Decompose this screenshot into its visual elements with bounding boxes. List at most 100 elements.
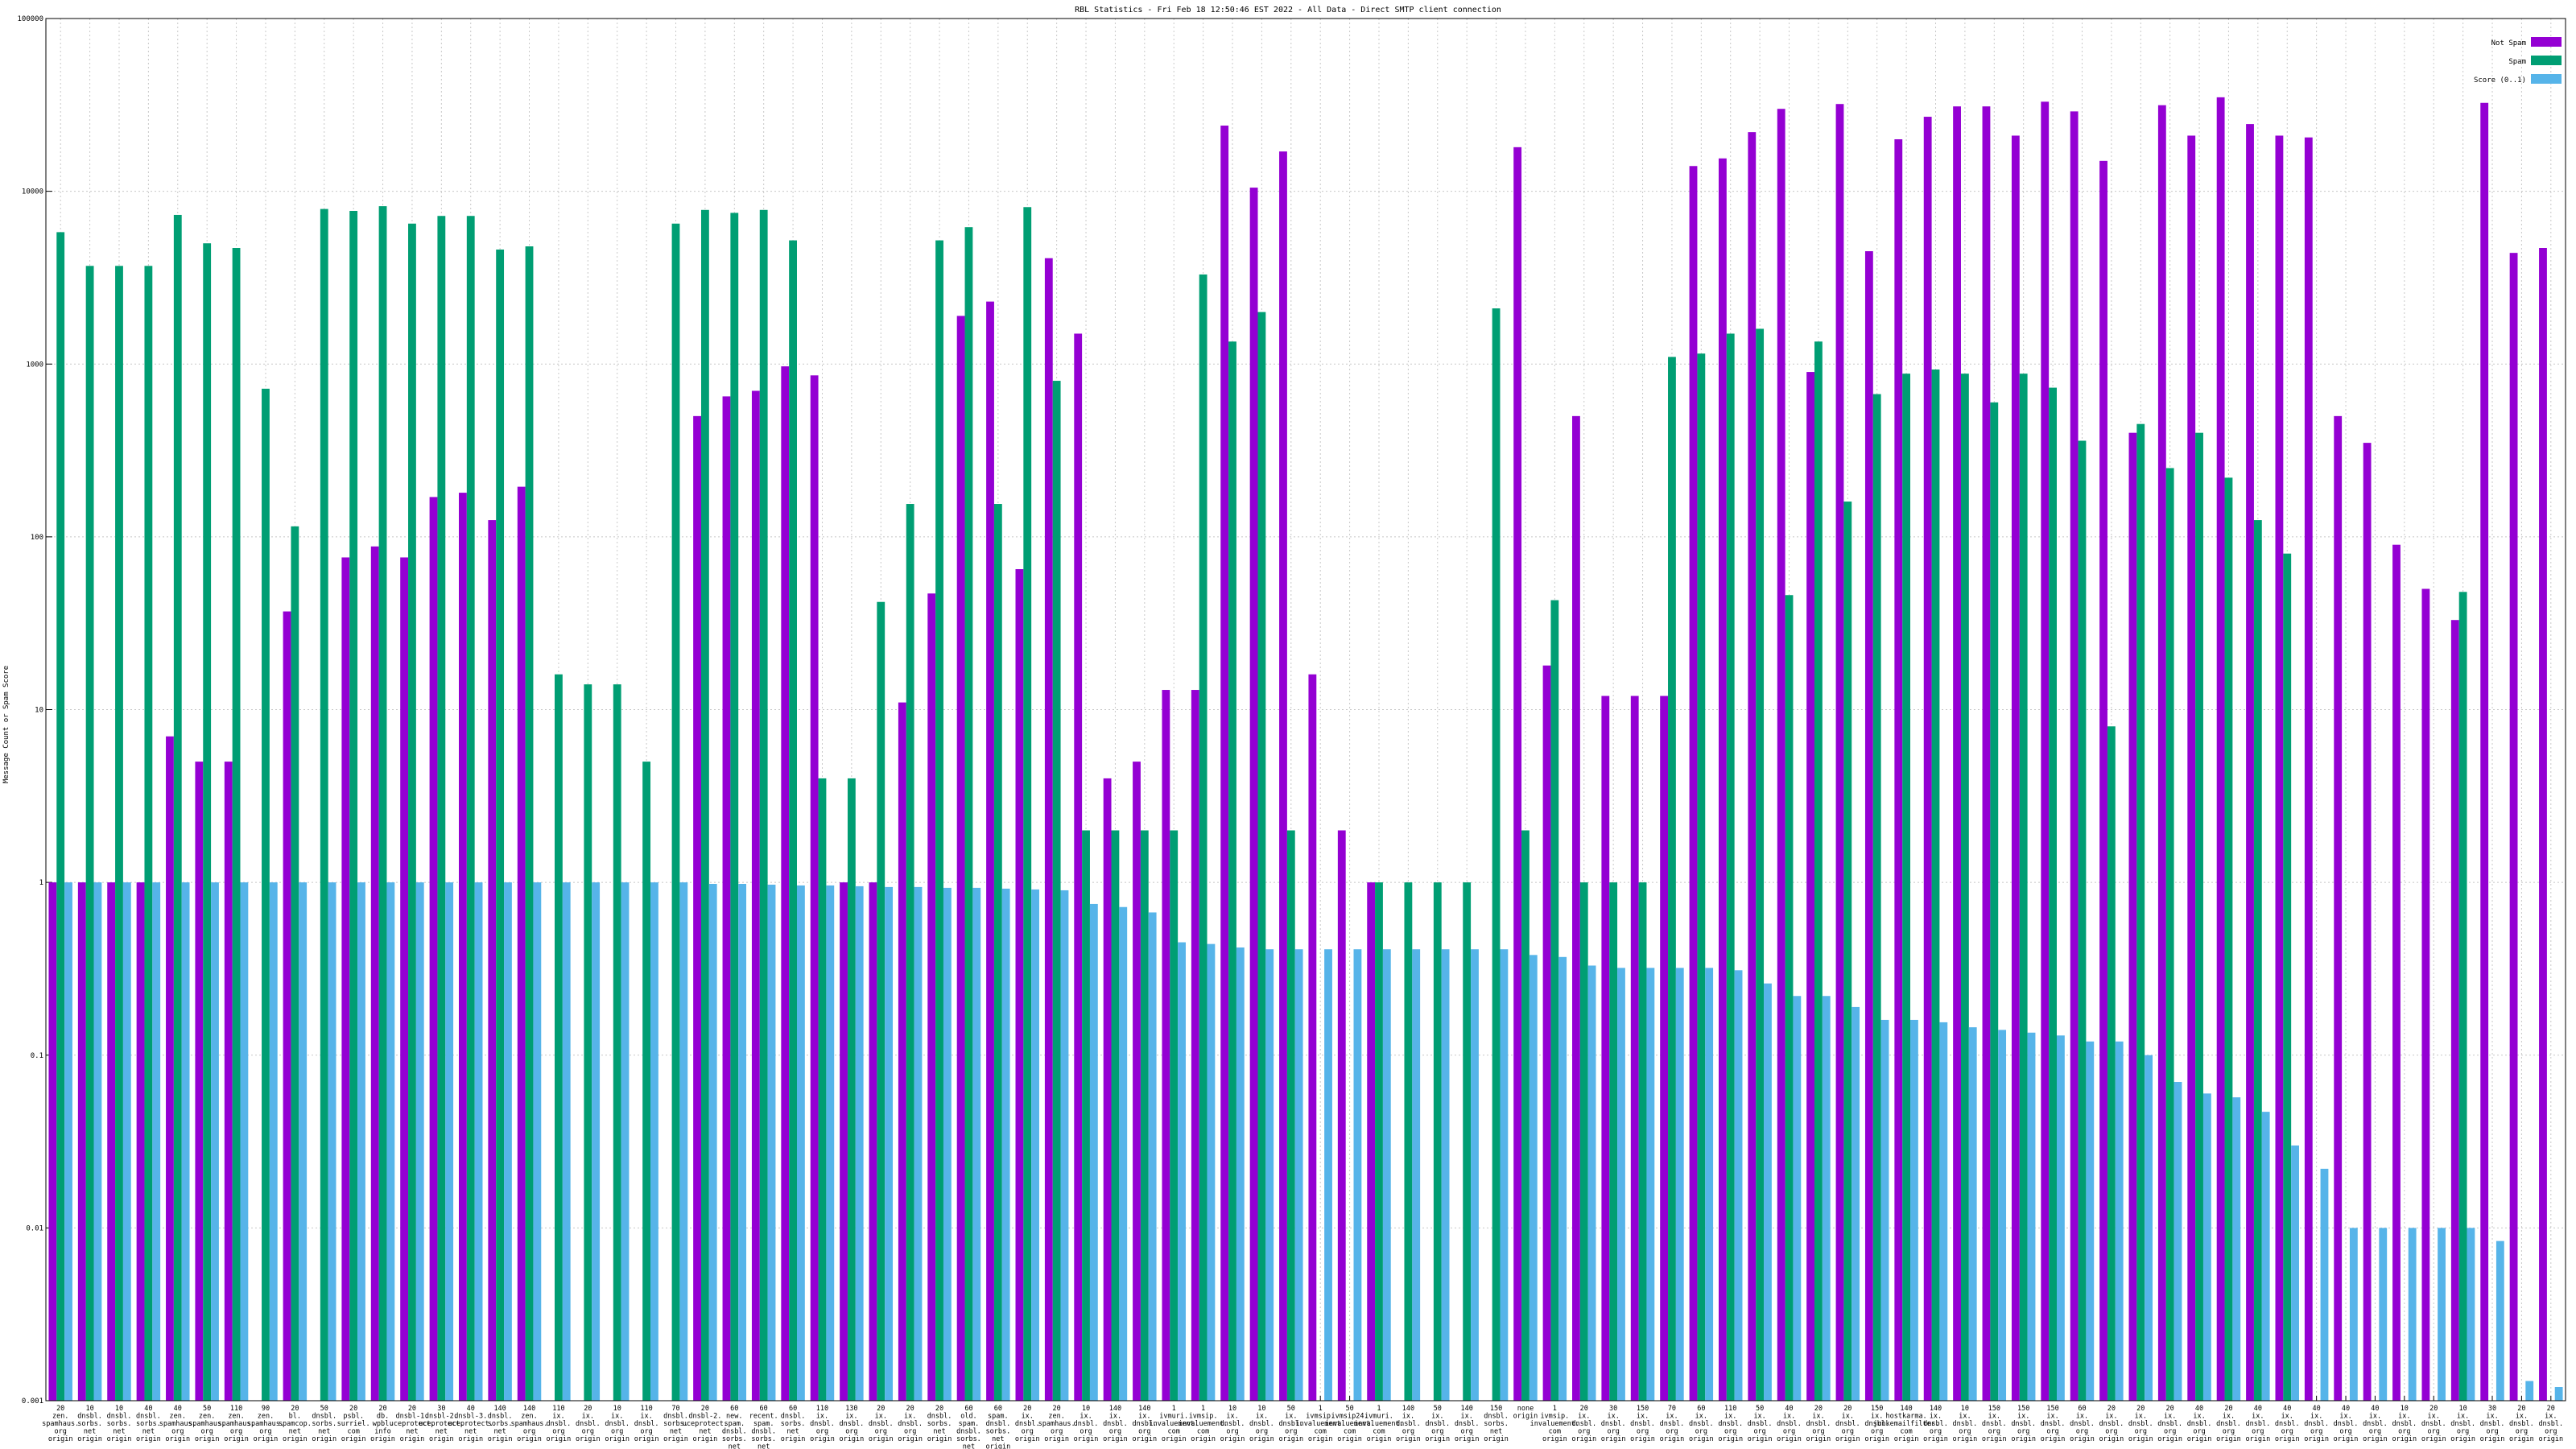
x-tick-label-line: origin (1249, 1435, 1274, 1443)
x-tick-label-line: ix. (2076, 1413, 2088, 1421)
x-tick-label-line: ix. (2281, 1413, 2293, 1421)
bar-score-0-1--10 (357, 882, 365, 1401)
x-tick-label-line: origin (1894, 1435, 1919, 1443)
x-tick-label-line: psbl. (343, 1413, 364, 1421)
bar-score-0-1--57 (1734, 970, 1743, 1401)
x-tick-label-line: origin (254, 1435, 279, 1443)
bar-spam-48 (1463, 882, 1472, 1401)
x-tick-label-line: ix. (2339, 1413, 2351, 1421)
x-tick-label-line: origin (1162, 1435, 1187, 1443)
bar-spam-64 (1931, 369, 1940, 1401)
x-tick-label-79: 40 ix. dnsbl. org origin (2363, 1405, 2388, 1443)
bar-not-spam-31 (956, 316, 965, 1402)
bar-spam-53 (1609, 882, 1618, 1401)
x-tick-label-line: ix. (1226, 1413, 1238, 1421)
x-tick-label-52: 20 ix. dnsbl. org origin (1571, 1405, 1596, 1443)
x-tick-label-line: dnsbl-1. (395, 1413, 428, 1421)
bar-spam-1 (85, 266, 94, 1402)
bar-not-spam-58 (1748, 132, 1757, 1401)
x-tick-label-line: 10 (85, 1405, 93, 1413)
x-tick-label-line: origin (1748, 1435, 1773, 1443)
bar-not-spam-5 (195, 762, 204, 1401)
x-tick-label-line: origin (195, 1435, 220, 1443)
x-tick-label-line: 40 (1785, 1405, 1793, 1413)
x-tick-label-line: org (1812, 1428, 1824, 1436)
x-tick-label-line: 110 (816, 1405, 828, 1413)
x-tick-label-line: dnsbl. (2509, 1420, 2534, 1428)
plot-frame (45, 18, 2566, 1402)
bar-score-0-1--19 (621, 882, 630, 1401)
x-tick-label-line: ix. (2223, 1413, 2235, 1421)
x-tick-label-line: org (1607, 1428, 1619, 1436)
x-tick-label-53: 30 ix. dnsbl. org origin (1601, 1405, 1626, 1443)
bar-spam-60 (1814, 341, 1823, 1402)
bar-score-0-1--17 (562, 882, 571, 1401)
bar-score-0-1--58 (1764, 983, 1772, 1401)
x-tick-label-line: origin (1923, 1435, 1948, 1443)
x-tick-label-line: 50 (1434, 1405, 1442, 1413)
x-tick-label-59: 40 ix. dnsbl. org origin (1777, 1405, 1802, 1443)
x-tick-label-line: org (904, 1428, 916, 1436)
x-tick-label-line: org (845, 1428, 857, 1436)
x-tick-label-line: org (1109, 1428, 1121, 1436)
x-tick-label-line: ix. (904, 1413, 916, 1421)
bar-score-0-1--8 (299, 882, 308, 1401)
bar-spam-68 (2049, 387, 2057, 1401)
x-tick-label-line: origin (1484, 1435, 1509, 1443)
x-tick-label-1: 10 dnsbl. sorbs. net origin (77, 1405, 102, 1443)
bar-spam-63 (1902, 374, 1911, 1401)
x-tick-label-44: 50 ivmsip24. invaluement. com origin (1325, 1405, 1374, 1443)
x-tick-label-line: 20 (935, 1405, 943, 1413)
x-tick-label-line: org (1022, 1428, 1034, 1436)
bar-not-spam-79 (2363, 443, 2372, 1401)
x-tick-label-5: 50 zen. spamhaus. org origin (188, 1405, 225, 1443)
bar-spam-70 (2107, 726, 2116, 1401)
x-tick-label-line: dnsbl. (1425, 1420, 1450, 1428)
bar-spam-9 (320, 208, 328, 1401)
bar-not-spam-61 (1835, 104, 1844, 1402)
x-tick-label-line: ix. (1871, 1413, 1883, 1421)
x-tick-label-60: 20 ix. dnsbl. org origin (1806, 1405, 1831, 1443)
x-tick-label-line: ix. (1842, 1413, 1854, 1421)
bar-spam-35 (1082, 830, 1090, 1401)
x-tick-label-line: db. (377, 1413, 389, 1421)
x-tick-label-line: dnsbl. (107, 1413, 132, 1421)
x-tick-label-line: spam. (959, 1420, 980, 1428)
bar-score-0-1--70 (2115, 1041, 2124, 1401)
x-tick-label-77: 40 ix. dnsbl. org origin (2304, 1405, 2329, 1443)
bar-score-0-1--2 (122, 882, 131, 1401)
x-tick-label-83: 30 ix. dnsbl. org origin (2480, 1405, 2505, 1443)
y-tick-label: 1000 (26, 361, 43, 369)
x-tick-label-line: 70 (1668, 1405, 1676, 1413)
x-tick-label-line: 140 (523, 1405, 535, 1413)
bar-score-0-1--42 (1294, 949, 1303, 1401)
bar-not-spam-55 (1660, 696, 1669, 1401)
x-tick-label-47: 50 ix. dnsbl. org origin (1425, 1405, 1450, 1443)
bar-spam-34 (1052, 381, 1061, 1401)
x-tick-label-35: 10 ix. dnsbl. org origin (1074, 1405, 1099, 1443)
x-tick-label-line: 20 (378, 1405, 386, 1413)
bar-score-0-1--59 (1793, 996, 1802, 1401)
x-tick-label-line: sorbs. (985, 1428, 1010, 1436)
bar-spam-28 (877, 601, 886, 1401)
bar-score-0-1--33 (1031, 889, 1039, 1401)
x-tick-label-line: origin (605, 1435, 630, 1443)
bar-spam-21 (671, 223, 680, 1402)
bar-score-0-1--52 (1587, 965, 1596, 1401)
legend-swatch-2 (2531, 74, 2562, 84)
x-tick-label-line: origin (869, 1435, 894, 1443)
x-tick-label-line: dnsbl. (1748, 1420, 1773, 1428)
x-tick-label-line: origin (2480, 1435, 2505, 1443)
bar-spam-37 (1140, 830, 1149, 1401)
bar-spam-3 (144, 266, 153, 1402)
x-tick-label-line: dnsbl. (2480, 1420, 2505, 1428)
x-tick-label-line: origin (2011, 1435, 2036, 1443)
x-tick-label-line: ix. (1988, 1413, 2000, 1421)
legend-label-1: Spam (2508, 58, 2526, 66)
x-tick-label-line: 60 (730, 1405, 738, 1413)
x-tick-label-line: 40 (2342, 1405, 2350, 1413)
x-tick-label-line: zen. (521, 1413, 537, 1421)
bar-not-spam-44 (1337, 830, 1346, 1401)
bar-not-spam-38 (1162, 690, 1170, 1401)
x-tick-label-line: 20 (1580, 1405, 1588, 1413)
